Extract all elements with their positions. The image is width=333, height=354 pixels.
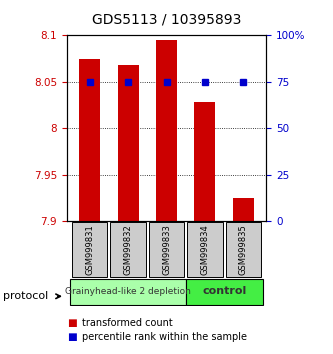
Text: protocol: protocol xyxy=(3,291,49,301)
Text: GSM999834: GSM999834 xyxy=(200,224,209,275)
Text: GSM999832: GSM999832 xyxy=(124,224,133,275)
Bar xyxy=(118,65,139,221)
Text: Grainyhead-like 2 depletion: Grainyhead-like 2 depletion xyxy=(65,287,191,296)
Bar xyxy=(194,102,215,221)
Text: ■: ■ xyxy=(67,318,76,328)
Bar xyxy=(233,198,254,221)
Text: GSM999831: GSM999831 xyxy=(85,224,94,275)
FancyBboxPatch shape xyxy=(187,222,222,277)
Bar xyxy=(156,40,177,221)
Text: GSM999835: GSM999835 xyxy=(239,224,248,275)
Text: GDS5113 / 10395893: GDS5113 / 10395893 xyxy=(92,12,241,27)
FancyBboxPatch shape xyxy=(111,222,146,277)
Bar xyxy=(79,59,100,221)
Text: ■: ■ xyxy=(67,332,76,342)
Text: control: control xyxy=(202,286,246,297)
Text: GSM999833: GSM999833 xyxy=(162,224,171,275)
FancyBboxPatch shape xyxy=(226,222,261,277)
FancyBboxPatch shape xyxy=(71,279,186,305)
FancyBboxPatch shape xyxy=(72,222,107,277)
Text: transformed count: transformed count xyxy=(82,318,172,328)
FancyBboxPatch shape xyxy=(149,222,184,277)
Text: percentile rank within the sample: percentile rank within the sample xyxy=(82,332,246,342)
FancyBboxPatch shape xyxy=(186,279,262,305)
